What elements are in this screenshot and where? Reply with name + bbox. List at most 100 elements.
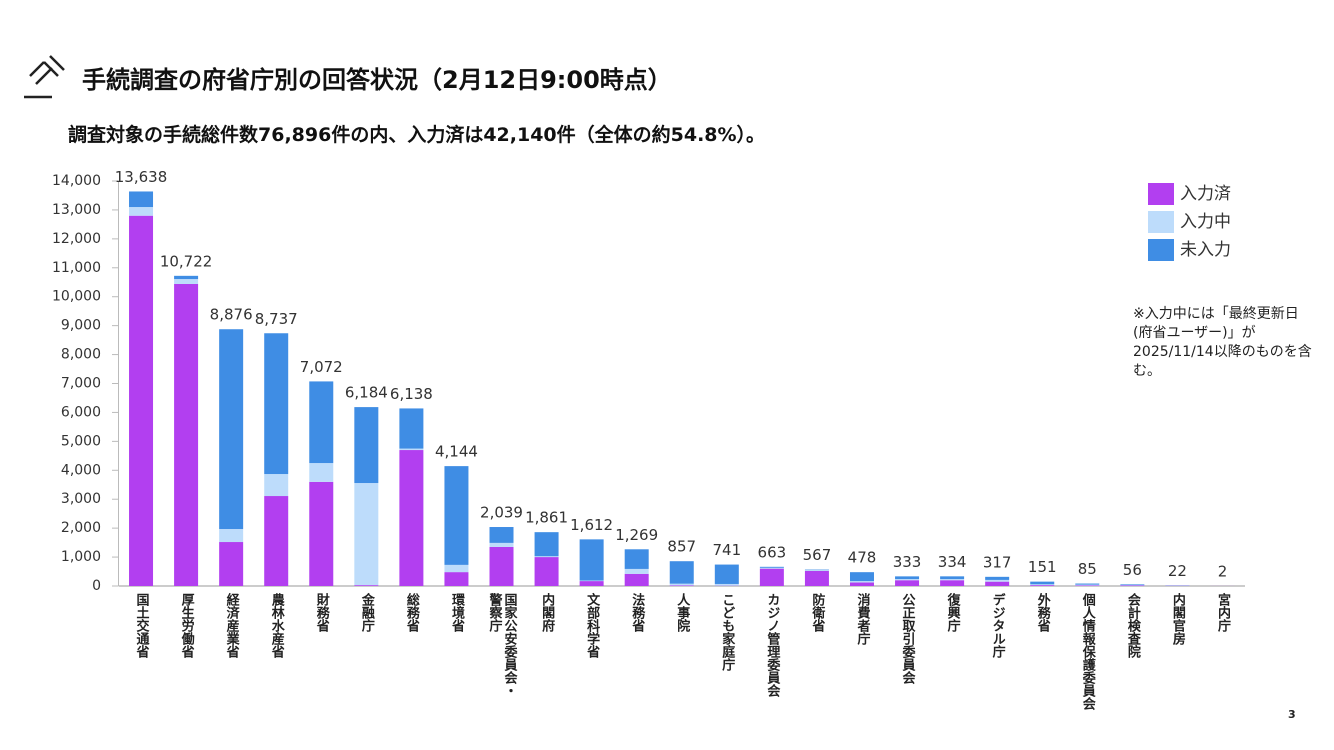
bar-segment: [1030, 585, 1055, 586]
bar-segment: [624, 568, 649, 574]
bar-segment: [1075, 583, 1100, 585]
total-label: 334: [938, 553, 967, 571]
x-tick-label: 財務省: [313, 593, 329, 632]
bar-segment: [985, 579, 1010, 582]
bar-segment: [940, 579, 965, 581]
y-tick-label: 1,000: [61, 549, 101, 565]
y-tick-label: 3,000: [61, 491, 101, 507]
bar-segment: [129, 191, 154, 208]
x-tick-label: 総務省: [403, 593, 419, 632]
x-tick-label: 外務省: [1034, 593, 1050, 632]
x-tick-label: カジノ管理委員会: [764, 593, 780, 697]
x-tick-label: 内閣府: [539, 593, 555, 632]
total-label: 7,072: [300, 358, 343, 376]
bar-segment: [1075, 584, 1100, 586]
legend-swatch: [1148, 239, 1174, 261]
bar-segment: [669, 585, 694, 586]
bar-segment: [534, 532, 559, 557]
legend-swatch: [1148, 183, 1174, 205]
bar-segment: [895, 579, 920, 581]
bar-segment: [669, 561, 694, 584]
bar-segment: [1075, 585, 1100, 586]
subtitle: 調査対象の手続総件数76,896件の内、入力済は42,140件（全体の約54.8…: [68, 124, 766, 146]
bar-segment: [624, 573, 649, 586]
bar-segment: [579, 580, 604, 582]
title: 手続調査の府省庁別の回答状況（2月12日9:00時点）: [82, 66, 672, 94]
note: ※入力中には「最終更新日(府省ユーザー)」が2025/11/14以降のものを含む…: [1133, 306, 1312, 379]
total-label: 22: [1168, 562, 1187, 580]
bar-segment: [624, 549, 649, 569]
bar-segment: [985, 581, 1010, 586]
x-tick-label: 消費者庁: [854, 593, 870, 645]
x-tick-label: 金融庁: [358, 593, 374, 632]
bar-segment: [1030, 581, 1055, 585]
bar-segment: [174, 283, 199, 586]
y-tick-label: 11,000: [52, 260, 101, 276]
bar-segment: [849, 582, 874, 586]
legend-label: 入力済: [1180, 184, 1231, 204]
total-label: 13,638: [115, 168, 168, 186]
x-tick-label: デジタル庁: [989, 593, 1005, 658]
y-tick-label: 2,000: [61, 520, 101, 536]
bar-segment: [669, 583, 694, 586]
bar-segment: [354, 585, 379, 586]
bar-segment: [714, 583, 739, 586]
legend-label: 未入力: [1180, 240, 1231, 260]
total-label: 56: [1123, 561, 1142, 579]
bar-segment: [489, 542, 514, 547]
bar-segment: [534, 557, 559, 586]
total-label: 6,138: [390, 385, 433, 403]
bar-segment: [264, 474, 289, 497]
bar-segment: [534, 556, 559, 558]
x-tick-label: 会計検査院: [1124, 593, 1140, 658]
x-tick-label: 内閣官房: [1169, 593, 1185, 645]
bar-segment: [895, 576, 920, 580]
total-label: 4,144: [435, 443, 478, 461]
bar-segment: [714, 564, 739, 584]
total-label: 857: [667, 538, 696, 556]
bar-segment: [129, 215, 154, 586]
bar-segment: [219, 529, 244, 543]
bar-segment: [219, 329, 244, 530]
bar-segment: [759, 568, 784, 586]
bar-segment: [759, 566, 784, 568]
legend-swatch: [1148, 211, 1174, 233]
bar-segment: [399, 448, 424, 451]
bar-segment: [309, 381, 334, 464]
y-tick-label: 12,000: [52, 231, 101, 247]
logo: [24, 55, 65, 99]
bar-segment: [129, 207, 154, 216]
total-label: 151: [1028, 558, 1057, 576]
x-tick-label: こども家庭庁: [719, 593, 735, 671]
total-label: 663: [758, 543, 787, 561]
legend-label: 入力中: [1180, 212, 1231, 232]
bar-segment: [985, 576, 1010, 580]
y-tick-label: 4,000: [61, 462, 101, 478]
y-tick-label: 0: [92, 578, 101, 594]
x-tick-label: 人事院: [674, 593, 690, 632]
x-tick-label: 宮内庁: [1214, 593, 1230, 632]
total-label: 6,184: [345, 384, 388, 402]
bar-segment: [1120, 584, 1145, 586]
bar-segment: [489, 527, 514, 543]
bar-segment: [354, 483, 379, 586]
bar-segment: [174, 275, 199, 280]
x-tick-label: 公正取引委員会: [899, 593, 915, 684]
bar-segment: [849, 581, 874, 583]
x-tick-label: 農林水産省: [268, 593, 284, 658]
bar-segment: [759, 567, 784, 569]
x-tick-label: 国土交通省: [133, 593, 149, 658]
y-tick-label: 7,000: [61, 376, 101, 392]
bar-segment: [804, 570, 829, 586]
x-tick-label: 国家公安委員会・ 警察庁: [486, 593, 517, 697]
bar-segment: [354, 407, 379, 484]
bar-segment: [804, 570, 829, 571]
bar-segment: [579, 581, 604, 586]
total-label: 8,876: [210, 306, 253, 324]
total-label: 1,612: [570, 516, 613, 534]
y-tick-label: 13,000: [52, 202, 101, 218]
bar-segment: [264, 496, 289, 586]
x-tick-label: 個人情報保護委員会: [1079, 593, 1095, 710]
bar-segment: [309, 463, 334, 482]
bar-segment: [444, 466, 469, 565]
